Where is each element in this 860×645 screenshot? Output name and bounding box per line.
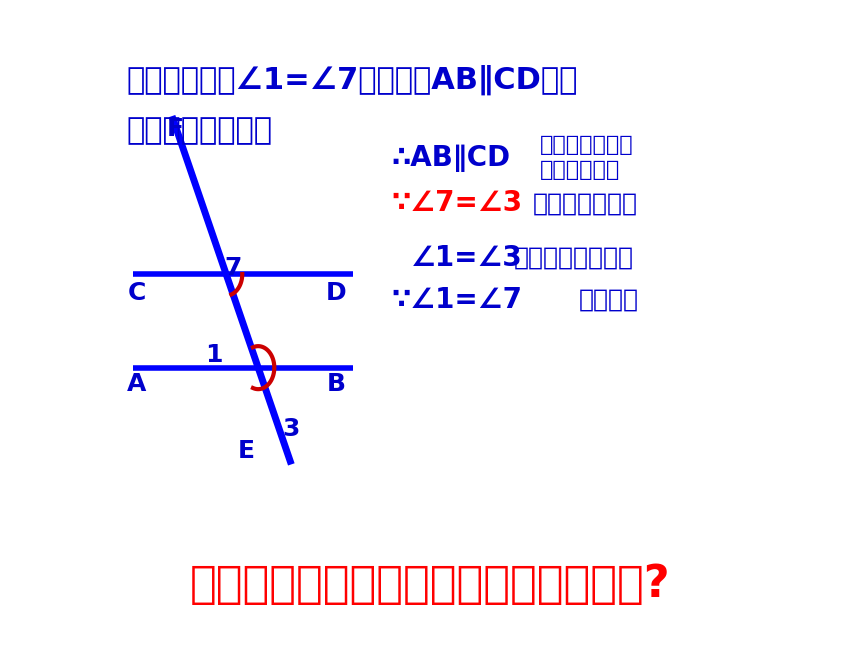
Text: E: E	[237, 439, 255, 464]
Text: 写出你的推理过程: 写出你的推理过程	[127, 116, 273, 145]
Text: 两直线平行　）: 两直线平行 ）	[540, 135, 633, 155]
Text: 由此你又获得怎样的判定平行线的方法?: 由此你又获得怎样的判定平行线的方法?	[190, 563, 670, 606]
Text: F: F	[167, 117, 184, 141]
Text: A: A	[126, 372, 146, 396]
Text: 下图中，如果∠1=∠7，能得出AB∥CD吗？: 下图中，如果∠1=∠7，能得出AB∥CD吗？	[127, 64, 578, 95]
Text: （对顶角相等　）: （对顶角相等 ）	[514, 246, 634, 270]
Text: 7: 7	[224, 255, 242, 280]
Text: （等量代换　）: （等量代换 ）	[533, 191, 638, 215]
Text: ∵∠7=∠3: ∵∠7=∠3	[391, 189, 522, 217]
Text: B: B	[327, 372, 346, 396]
Text: （同位角相等: （同位角相等	[540, 159, 620, 180]
Text: （已知）: （已知）	[578, 288, 638, 312]
Text: 1: 1	[206, 342, 223, 367]
Text: D: D	[326, 281, 347, 306]
Text: ∴AB∥CD: ∴AB∥CD	[391, 144, 511, 172]
Text: C: C	[127, 281, 145, 306]
Text: ∠1=∠3: ∠1=∠3	[411, 244, 522, 272]
Text: 3: 3	[283, 417, 300, 441]
Text: ∵∠1=∠7: ∵∠1=∠7	[391, 286, 522, 314]
